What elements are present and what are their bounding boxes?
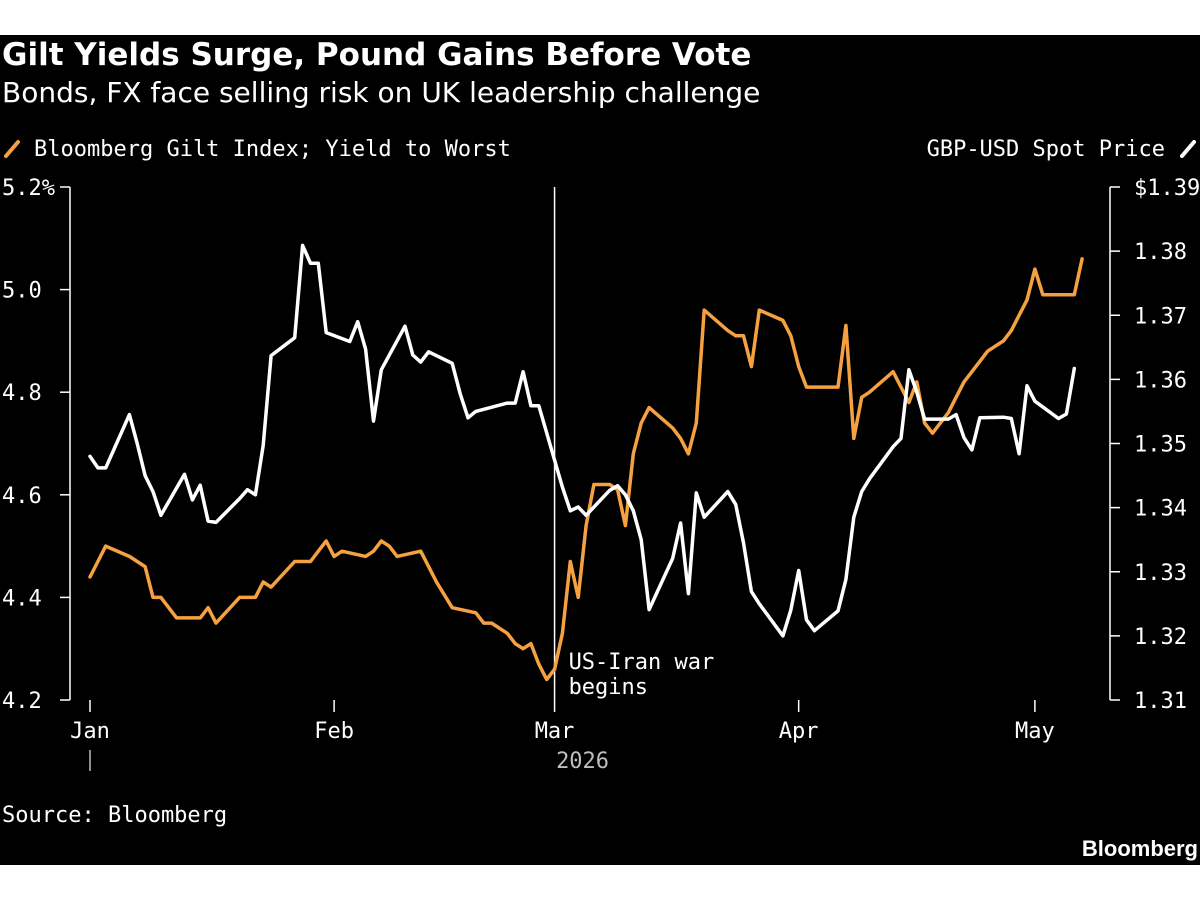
y-right-tick-label: 1.33 — [1134, 561, 1187, 586]
y-right-tick-label: 1.32 — [1134, 625, 1187, 650]
x-axis-year-label: 2026 — [556, 749, 609, 774]
legend-label-gbp: GBP-USD Spot Price — [927, 137, 1165, 162]
y-right-tick-label: 1.38 — [1134, 240, 1187, 265]
series-line-gbp-usd — [88, 243, 1077, 638]
y-right-tick-label: 1.35 — [1134, 433, 1187, 458]
y-left-tick-label: 4.8 — [2, 381, 42, 406]
y-right-tick-label: 1.34 — [1134, 497, 1187, 522]
x-tick-label: Apr — [779, 719, 819, 744]
bloomberg-logo: Bloomberg — [1081, 836, 1198, 861]
y-right-tick-label: 1.31 — [1134, 689, 1187, 714]
legend-swatch-gilt — [4, 140, 20, 158]
y-left-tick-label: 4.4 — [2, 586, 42, 611]
y-left-tick-label: 5.0 — [2, 279, 42, 304]
x-axis-ticks: Jan Feb Mar Apr May — [70, 700, 1055, 771]
legend-label-gilt: Bloomberg Gilt Index; Yield to Worst — [34, 137, 511, 162]
legend-swatch-gbp — [1180, 140, 1196, 158]
y-right-tick-label: 1.37 — [1134, 304, 1187, 329]
y-axis-right-ticks: $1.39 1.38 1.37 1.36 1.35 1.34 1.33 1.32 1.31 — [1110, 176, 1200, 714]
chart-title: Gilt Yields Surge, Pound Gains Before Vo… — [2, 37, 752, 73]
chart-subtitle: Bonds, FX face selling risk on UK leader… — [2, 76, 761, 109]
y-right-tick-label: 1.36 — [1134, 368, 1187, 393]
y-axis-left-ticks: 5.2% 5.0 4.8 4.6 4.4 4.2 — [2, 176, 70, 714]
annotation-text-line-1: US-Iran war — [569, 650, 715, 675]
x-tick-label: Jan — [70, 719, 110, 744]
x-tick-label: May — [1015, 719, 1055, 744]
source-note: Source: Bloomberg — [2, 803, 228, 828]
legend: Bloomberg Gilt Index; Yield to Worst GBP… — [4, 137, 1196, 162]
y-left-tick-label: 4.2 — [2, 689, 42, 714]
chart-panel: Gilt Yields Surge, Pound Gains Before Vo… — [0, 35, 1200, 865]
y-left-tick-label: 5.2% — [2, 176, 55, 201]
x-tick-label: Mar — [535, 719, 575, 744]
x-tick-label: Feb — [314, 719, 354, 744]
series-line-gilt-yield — [88, 257, 1084, 682]
chart-svg: Bloomberg Gilt Index; Yield to Worst GBP… — [2, 137, 1200, 774]
y-right-tick-label: $1.39 — [1134, 176, 1200, 201]
annotation-text-line-2: begins — [569, 675, 648, 700]
y-left-tick-label: 4.6 — [2, 484, 42, 509]
